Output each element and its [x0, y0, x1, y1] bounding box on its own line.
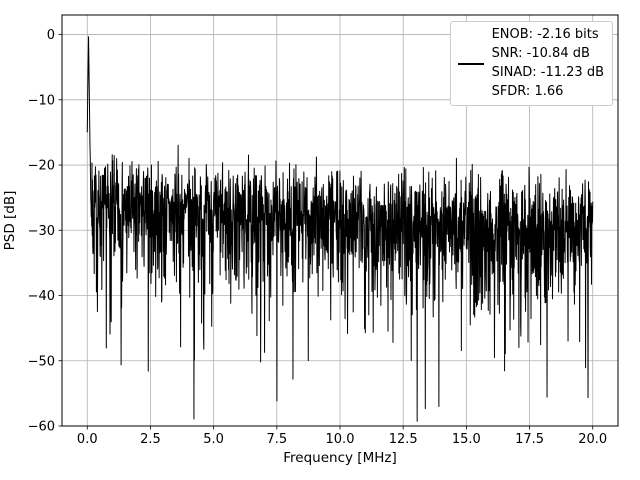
- y-tick-label: −30: [28, 224, 55, 239]
- x-tick-label: 2.5: [140, 432, 161, 447]
- legend-snr-label: SNR: -10.84 dB: [491, 45, 590, 61]
- x-axis-label: Frequency [MHz]: [283, 450, 396, 466]
- x-tick-label: 0.0: [77, 432, 98, 447]
- legend-enob-label: ENOB: -2.16 bits: [491, 27, 599, 42]
- x-tick-label: 20.0: [578, 432, 607, 447]
- x-tick-label: 7.5: [266, 432, 287, 447]
- legend: ENOB: -2.16 bits SNR: -10.84 dB SINAD: -…: [449, 21, 613, 107]
- x-tick-label: 12.5: [389, 432, 418, 447]
- x-tick-label: 15.0: [452, 432, 481, 447]
- legend-line-sample-icon: [457, 62, 484, 65]
- y-tick-label: 0: [47, 28, 55, 43]
- x-tick-label: 5.0: [203, 432, 224, 447]
- psd-line: [86, 36, 594, 422]
- y-tick-label: −20: [28, 159, 55, 174]
- y-tick-label: −10: [28, 93, 55, 108]
- x-tick-label: 17.5: [515, 432, 544, 447]
- x-tick-label: 10.0: [326, 432, 355, 447]
- y-axis-label: PSD [dB]: [2, 191, 18, 251]
- legend-sinad-label: SINAD: -11.23 dB: [491, 64, 604, 80]
- y-tick-label: −40: [28, 289, 55, 304]
- legend-sfdr-label: SFDR: 1.66: [491, 83, 564, 99]
- legend-text-block: ENOB: -2.16 bits SNR: -10.84 dB SINAD: -…: [492, 26, 604, 101]
- y-tick-label: −60: [28, 420, 55, 435]
- y-tick-label: −50: [28, 354, 55, 369]
